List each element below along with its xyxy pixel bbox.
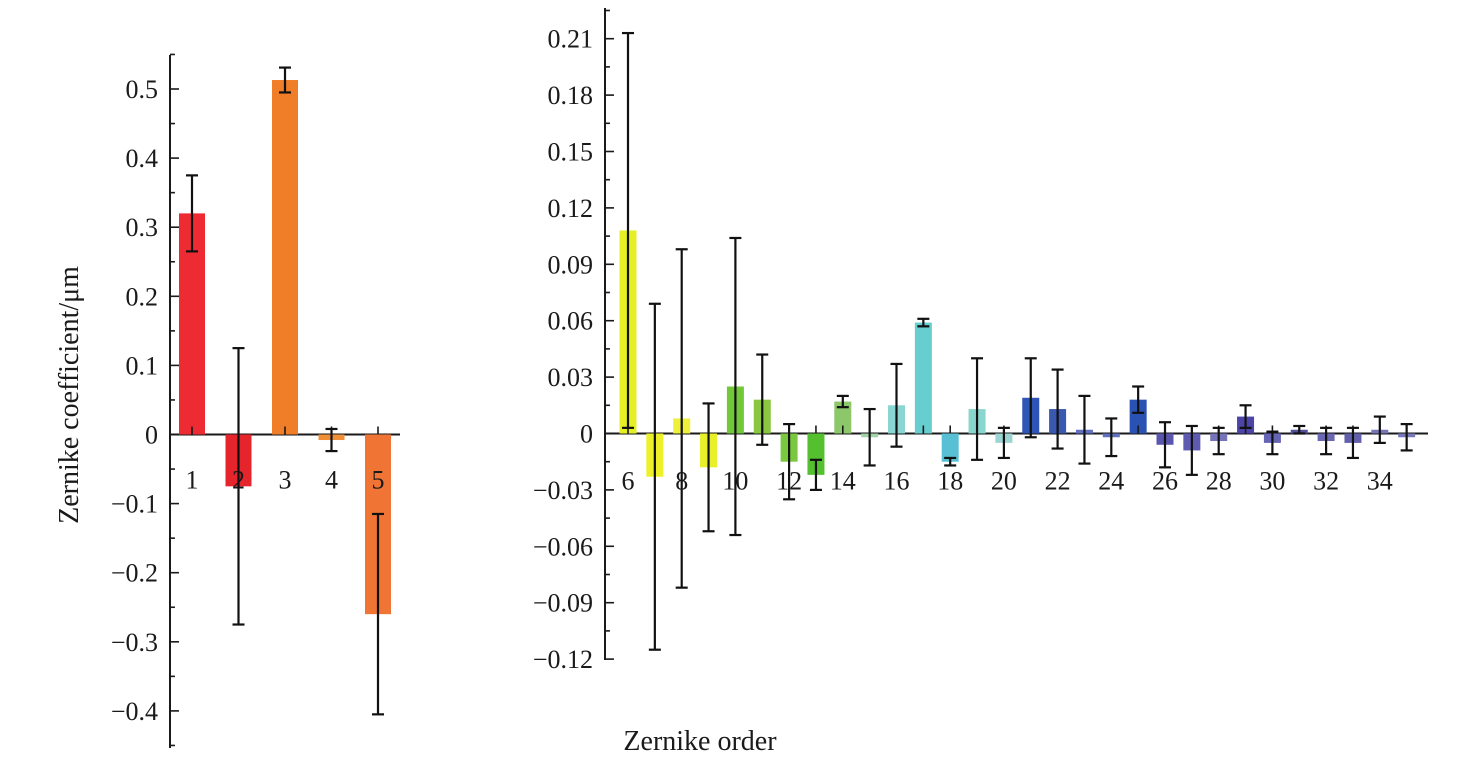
bar-order-13 [807, 433, 825, 475]
x-tick-label: 16 [884, 467, 910, 496]
y-tick-label: 0.4 [126, 144, 159, 173]
x-tick-label: 26 [1152, 467, 1178, 496]
y-tick-label: −0.1 [111, 490, 158, 519]
bar-order-3 [272, 80, 298, 435]
x-tick-label: 4 [325, 466, 338, 495]
x-tick-label: 5 [372, 466, 385, 495]
y-tick-label: 0.12 [548, 194, 594, 223]
y-tick-label: 0.3 [126, 213, 159, 242]
y-tick-label: 0.15 [548, 138, 594, 167]
x-tick-label: 3 [279, 466, 292, 495]
bar-order-14 [834, 401, 852, 434]
x-tick-label: 22 [1045, 467, 1071, 496]
x-tick-label: 14 [830, 467, 856, 496]
x-tick-label: 30 [1259, 467, 1285, 496]
y-tick-label: 0.5 [126, 75, 159, 104]
y-tick-label: −0.3 [111, 628, 158, 657]
low-order-bar-plot: −0.4−0.3−0.2−0.100.10.20.30.40.51 2 3 4 5 [111, 53, 400, 748]
y-tick-label: −0.09 [533, 589, 593, 618]
y-tick-label: 0.18 [548, 81, 594, 110]
y-tick-label: 0.06 [548, 307, 594, 336]
y-tick-label: 0.09 [548, 250, 594, 279]
x-tick-label: 28 [1206, 467, 1232, 496]
y-tick-label: −0.06 [533, 532, 593, 561]
x-axis-title: Zernike order [623, 726, 777, 757]
y-tick-label: 0.03 [548, 363, 594, 392]
y-tick-label: −0.03 [533, 476, 593, 505]
y-tick-label: 0 [145, 421, 158, 450]
y-tick-label: 0.2 [126, 282, 159, 311]
bar-order-25 [1129, 399, 1147, 434]
bar-order-17 [914, 322, 932, 434]
bar-order-18 [941, 433, 959, 462]
y-tick-label: −0.12 [533, 645, 593, 674]
y-axis-title: Zernike coefficient/μm [54, 266, 85, 524]
y-tick-label: 0 [580, 420, 593, 449]
x-tick-label: 1 [186, 466, 199, 495]
y-tick-label: −0.2 [111, 559, 158, 588]
y-tick-label: 0.1 [126, 351, 159, 380]
x-tick-label: 6 [622, 467, 635, 496]
x-tick-label: 24 [1098, 467, 1124, 496]
x-tick-label: 34 [1367, 467, 1393, 496]
y-tick-label: −0.4 [111, 697, 158, 726]
x-tick-label: 20 [991, 467, 1017, 496]
y-tick-label: 0.21 [548, 25, 594, 54]
x-tick-label: 18 [937, 467, 963, 496]
x-tick-label: 32 [1313, 467, 1339, 496]
high-order-bar-plot: −0.12 −0.09 −0.06 −0.03 0 0.03 0.06 0.09 0.12 0.1… [533, 8, 1428, 674]
